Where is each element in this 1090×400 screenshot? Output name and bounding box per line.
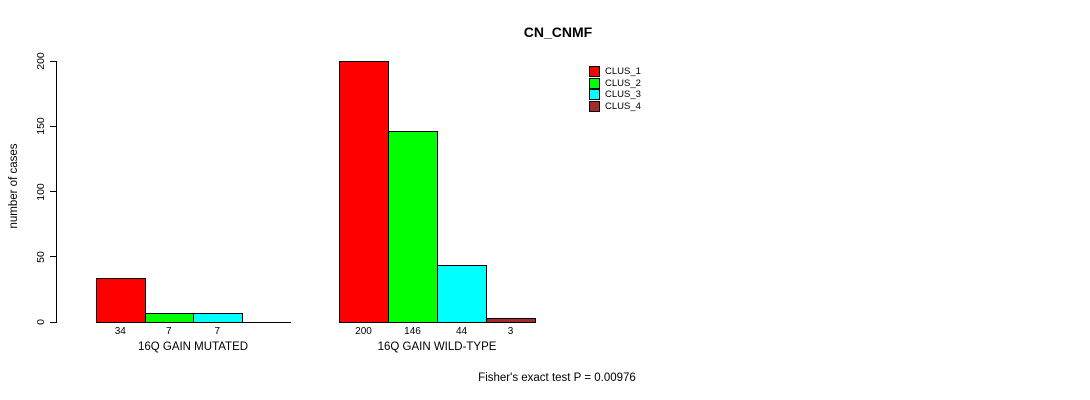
bar <box>437 264 487 323</box>
legend-label: CLUS_2 <box>605 77 641 89</box>
bar-value-label: 34 <box>114 326 126 337</box>
bar <box>486 318 536 323</box>
footnote: Fisher's exact test P = 0.00976 <box>478 372 636 384</box>
bar-value-label: 3 <box>507 326 514 337</box>
y-tick <box>50 256 56 258</box>
legend-swatch <box>589 100 600 112</box>
group-label: 16Q GAIN MUTATED <box>137 341 249 353</box>
legend-label: CLUS_3 <box>605 89 641 100</box>
y-tick <box>50 125 56 127</box>
bar-value-label: 7 <box>165 326 172 337</box>
bar-value-label: 44 <box>455 326 468 337</box>
bar-value-label: 7 <box>214 326 221 337</box>
legend-swatch <box>589 66 600 77</box>
bar <box>388 131 438 323</box>
y-tick <box>50 60 56 62</box>
y-tick <box>50 191 56 192</box>
legend-swatch <box>589 89 600 100</box>
group-label: 16Q GAIN WILD-TYPE <box>377 341 497 353</box>
bar-value-label: 146 <box>404 326 421 337</box>
legend-label: CLUS_1 <box>605 66 641 77</box>
bar <box>193 312 243 323</box>
chart-title: CN_CNMF <box>523 24 593 40</box>
bar <box>96 277 146 323</box>
y-axis-line <box>56 61 57 323</box>
bar-value-label: 200 <box>355 326 372 337</box>
legend-label: CLUS_4 <box>605 100 641 112</box>
y-tick <box>50 321 56 323</box>
legend-swatch <box>589 77 600 89</box>
